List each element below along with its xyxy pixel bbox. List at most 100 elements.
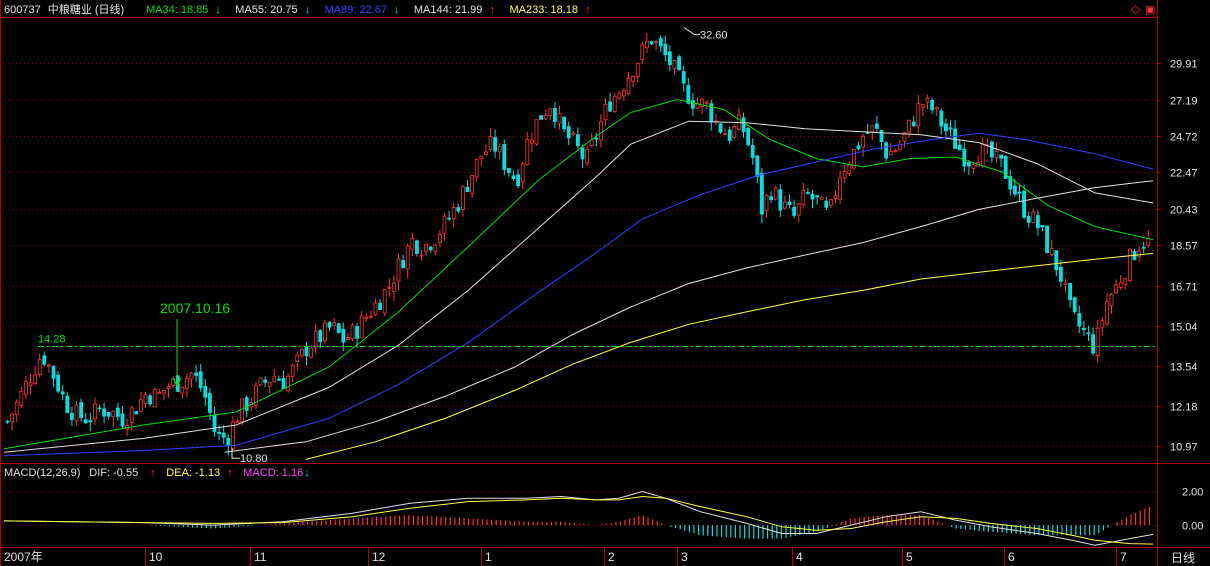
candle-down [198, 371, 203, 389]
candle-up [603, 103, 608, 121]
candle-up [640, 44, 645, 60]
price-tick-label: 12.18 [1170, 402, 1198, 414]
candle-down [962, 148, 967, 167]
ma-legend-item: MA144: 21.99 [414, 4, 483, 16]
time-axis-label: 3 [681, 550, 688, 564]
price-tick-label: 16.71 [1170, 282, 1198, 294]
candle-down [594, 137, 599, 140]
candle-up [847, 164, 852, 174]
candle-up [916, 103, 921, 127]
time-axis-label: 7 [1120, 550, 1127, 564]
candles-group[interactable] [5, 33, 1151, 456]
candle-down [663, 43, 668, 56]
candle-down [778, 189, 783, 211]
candle-up [534, 119, 539, 145]
time-axis: 2007年 10 11 12 1 2 3 4 5 6 7 [0, 548, 1127, 566]
period-label: (日线) [95, 2, 124, 16]
price-tick-label: 10.97 [1170, 442, 1198, 454]
candle-up [543, 114, 548, 120]
candle-down [608, 101, 612, 112]
candle-up [1114, 284, 1118, 294]
macd-histogram [150, 507, 1151, 539]
candle-up [442, 215, 447, 234]
candle-down [824, 200, 829, 208]
candle-down [1068, 282, 1072, 301]
price-tick-label: 18.57 [1170, 241, 1198, 253]
candle-down [226, 437, 231, 447]
candle-down [649, 41, 654, 45]
candle-down [42, 355, 47, 365]
candle-up [902, 132, 907, 142]
candle-up [309, 347, 314, 358]
candle-down [741, 117, 746, 132]
candle-down [281, 378, 286, 390]
candle-up [898, 144, 902, 150]
candle-up [37, 359, 42, 375]
candle-down [60, 391, 65, 395]
candle-up [474, 158, 479, 178]
candle-up [258, 377, 263, 386]
diamond-icon[interactable]: ◇ [1131, 2, 1141, 16]
candle-down [212, 415, 217, 432]
candle-up [290, 364, 295, 377]
candle-up [382, 289, 387, 314]
price-tick-label: 27.19 [1170, 96, 1198, 108]
candle-up [410, 238, 415, 250]
candle-up [93, 403, 97, 420]
candle-up [451, 207, 456, 220]
macd-dea-line [3, 495, 1154, 545]
candle-up [631, 76, 635, 82]
candle-up [704, 101, 709, 104]
candle-down [447, 217, 452, 220]
candle-down [355, 325, 360, 339]
candle-up [1063, 282, 1068, 285]
candle-down [810, 193, 815, 200]
macd-axis-ticks: 2.00 0.00 [1182, 487, 1203, 533]
candle-up [612, 95, 617, 112]
candle-down [668, 51, 672, 66]
price-tick-label: 29.91 [1170, 59, 1198, 71]
candle-up [359, 315, 364, 338]
macd-dif-line [3, 490, 1154, 546]
candle-up [368, 315, 373, 318]
candle-up [161, 390, 166, 394]
ma-line-ma233 [305, 252, 1154, 460]
candle-down [5, 420, 10, 423]
candle-up [272, 376, 277, 383]
candle-up [888, 150, 893, 156]
candle-down [990, 141, 994, 158]
candle-up [557, 113, 562, 124]
time-axis-label: 2 [608, 550, 615, 564]
candle-down [506, 168, 511, 173]
candle-down [378, 302, 383, 310]
candle-up [235, 421, 240, 423]
candle-down [562, 116, 566, 130]
candle-down [539, 115, 543, 120]
candle-down [327, 321, 332, 328]
candle-down [120, 413, 125, 427]
candle-down [221, 432, 226, 438]
candle-up [345, 337, 350, 340]
low-label: 10.80 [240, 453, 268, 465]
period-button[interactable]: 日线 [1171, 551, 1195, 565]
candle-down [911, 121, 916, 127]
candle-down [318, 330, 323, 342]
candle-up [980, 143, 985, 167]
candle-up [773, 187, 778, 200]
candle-up [548, 108, 553, 116]
candle-down [944, 123, 948, 132]
candle-up [764, 195, 769, 211]
candle-up [460, 186, 465, 210]
candle-up [189, 372, 194, 380]
candle-up [654, 41, 658, 44]
candle-up [433, 244, 438, 252]
candle-down [79, 402, 83, 419]
candle-down [746, 127, 750, 146]
candle-up [852, 149, 856, 169]
candle-up [387, 286, 392, 289]
candle-up [391, 282, 396, 292]
restore-icon[interactable]: ▣ [1145, 4, 1155, 16]
candle-up [732, 125, 737, 138]
